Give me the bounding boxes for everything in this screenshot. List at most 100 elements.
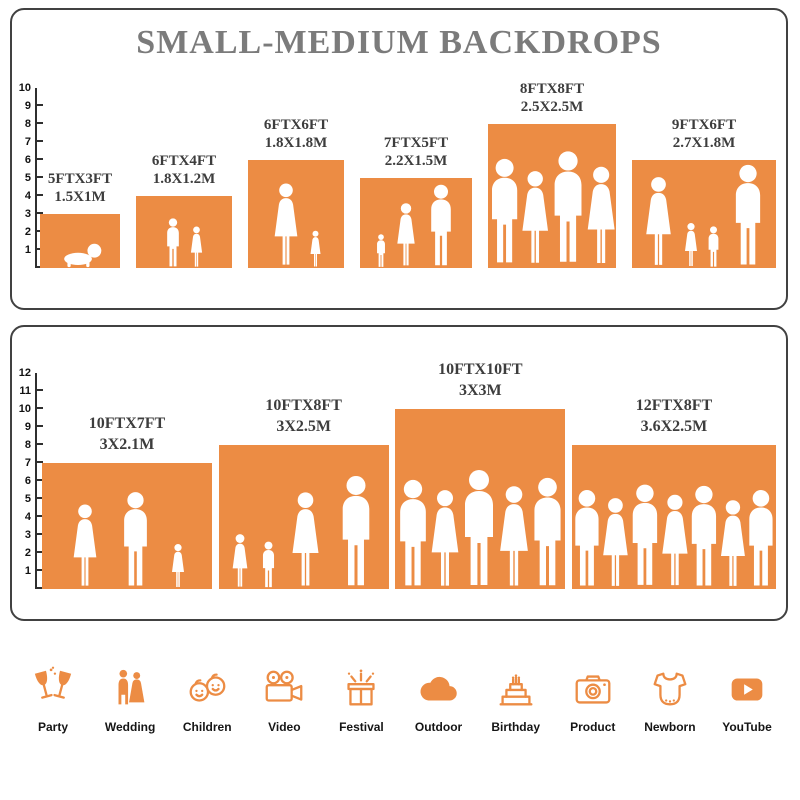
ruler-number: 2: [24, 226, 31, 238]
ruler-number: 7: [24, 457, 31, 469]
category-video: Video: [247, 666, 321, 734]
page-title: SMALL-MEDIUM BACKDROPS: [136, 24, 662, 61]
category-birthday: Birthday: [479, 666, 553, 734]
baby-silhouette: [56, 240, 105, 268]
size-ft: 10FTX10FT: [438, 361, 523, 379]
children-icon: [189, 673, 226, 702]
ruler-number: 1: [24, 565, 31, 577]
size-ft: 8FTX8FT: [519, 80, 585, 97]
category-label: YouTube: [722, 720, 772, 734]
backdrop-bar: [136, 196, 232, 268]
category-label: Party: [37, 720, 69, 734]
backdrop-bars-bottom: 10FTX7FT 3X2.1M 10FTX8FT 3X2.5M: [42, 360, 776, 589]
silhouette-group: [42, 491, 212, 589]
size-ft: 7FTX5FT: [383, 134, 449, 151]
backdrop-bars-top: 5FTX3FT 1.5X1M 6FTX4FT 1.8X1.2M: [40, 80, 776, 268]
person-silhouette: [286, 491, 325, 589]
youtube-icon: [731, 678, 763, 701]
backdrop-size-label: 7FTX5FT 2.2X1.5M: [384, 134, 448, 172]
backdrop-bar: [632, 160, 776, 268]
person-silhouette: [163, 218, 183, 268]
category-label: Newborn: [644, 720, 696, 734]
ruler-number: 4: [24, 511, 31, 523]
silhouette-group: [572, 483, 776, 589]
silhouette-group: [360, 184, 472, 268]
ruler-bottom: 12 11 10 9 8 7 6 5 4 3 2 1: [17, 367, 43, 589]
backdrop-bar: [488, 124, 616, 268]
ruler-number: 10: [18, 82, 31, 94]
wedding-icon: [118, 669, 145, 705]
outdoor-icon: [420, 676, 457, 701]
person-silhouette: [374, 234, 388, 268]
backdrop-column-9x6: 9FTX6FT 2.7X1.8M: [632, 116, 776, 268]
person-silhouette: [308, 230, 323, 268]
backdrop-size-label: 10FTX8FT 3X2.5M: [265, 396, 341, 438]
category-label: Video: [268, 720, 301, 734]
silhouette-group: [488, 148, 616, 268]
ruler-ticks: [37, 373, 43, 589]
size-ft: 10FTX7FT: [88, 415, 166, 433]
ruler-number: 4: [24, 190, 31, 202]
ruler-number: 5: [24, 172, 31, 184]
ruler-top: 10 9 8 7 6 5 4 3 2 1: [17, 82, 43, 268]
ruler-number: 12: [18, 367, 31, 379]
backdrop-size-label: 8FTX8FT 2.5X2.5M: [520, 80, 584, 118]
backdrop-column-6x4: 6FTX4FT 1.8X1.2M: [136, 152, 232, 268]
video-icon: [265, 670, 303, 702]
person-silhouette: [727, 164, 769, 268]
backdrop-bar: [360, 178, 472, 268]
category-label: Product: [570, 720, 616, 734]
size-ft: 6FTX4FT: [151, 152, 217, 169]
person-silhouette: [424, 184, 458, 268]
backdrop-size-label: 10FTX7FT 3X2.1M: [89, 414, 165, 456]
person-silhouette: [269, 182, 303, 268]
person-silhouette: [705, 226, 722, 268]
person-silhouette: [116, 491, 155, 589]
backdrop-size-label: 10FTX10FT 3X3M: [438, 360, 522, 402]
backdrop-bar: [42, 463, 212, 589]
category-label: Children: [182, 720, 232, 734]
category-youtube: YouTube: [710, 666, 784, 734]
person-silhouette: [169, 543, 187, 589]
size-ft: 10FTX8FT: [265, 397, 342, 415]
size-m: 2.7X1.8M: [672, 135, 736, 152]
category-product: Product: [556, 666, 630, 734]
person-silhouette: [333, 475, 379, 589]
newborn-icon: [653, 672, 687, 706]
category-label: Festival: [339, 720, 384, 734]
product-icon: [575, 675, 611, 704]
ruler-axis-line: [35, 373, 37, 589]
ruler-number: 6: [24, 475, 31, 487]
ruler-number: 9: [24, 100, 31, 112]
size-m: 2.5X2.5M: [520, 99, 584, 116]
birthday-icon: [499, 674, 533, 706]
person-silhouette: [259, 541, 278, 589]
backdrop-size-label: 12FTX8FT 3.6X2.5M: [636, 396, 712, 438]
person-silhouette: [188, 226, 205, 268]
panel-small-medium-top: SMALL-MEDIUM BACKDROPS 10 9 8 7 6 5 4 3 2 1 5FTX3…: [10, 8, 788, 310]
category-label: Wedding: [104, 720, 156, 734]
size-m: 1.8X1.2M: [152, 171, 216, 188]
ruler-number: 1: [24, 244, 31, 256]
backdrop-column-12x8: 12FTX8FT 3.6X2.5M: [571, 396, 776, 589]
size-m: 3.6X2.5M: [640, 418, 708, 436]
backdrop-column-5x3: 5FTX3FT 1.5X1M: [40, 170, 120, 268]
size-ft: 9FTX6FT: [671, 116, 737, 133]
ruler-number: 2: [24, 547, 31, 559]
festival-icon: [347, 669, 376, 706]
ruler-number: 7: [24, 136, 31, 148]
size-m: 3X2.1M: [99, 436, 155, 454]
ruler-number: 3: [24, 208, 31, 220]
size-ft: 12FTX8FT: [635, 397, 713, 415]
backdrop-column-10x7: 10FTX7FT 3X2.1M: [42, 414, 212, 589]
silhouette-group: [395, 469, 565, 589]
person-silhouette: [581, 164, 621, 268]
category-label: Outdoor: [414, 720, 463, 734]
category-wedding: Wedding: [93, 666, 167, 734]
ruler-number: 10: [18, 403, 31, 415]
size-ft: 6FTX6FT: [263, 116, 329, 133]
ruler-number: 3: [24, 529, 31, 541]
ruler-number: 5: [24, 493, 31, 505]
category-party: Party: [16, 666, 90, 734]
backdrop-size-label: 6FTX6FT 1.8X1.8M: [264, 116, 328, 154]
